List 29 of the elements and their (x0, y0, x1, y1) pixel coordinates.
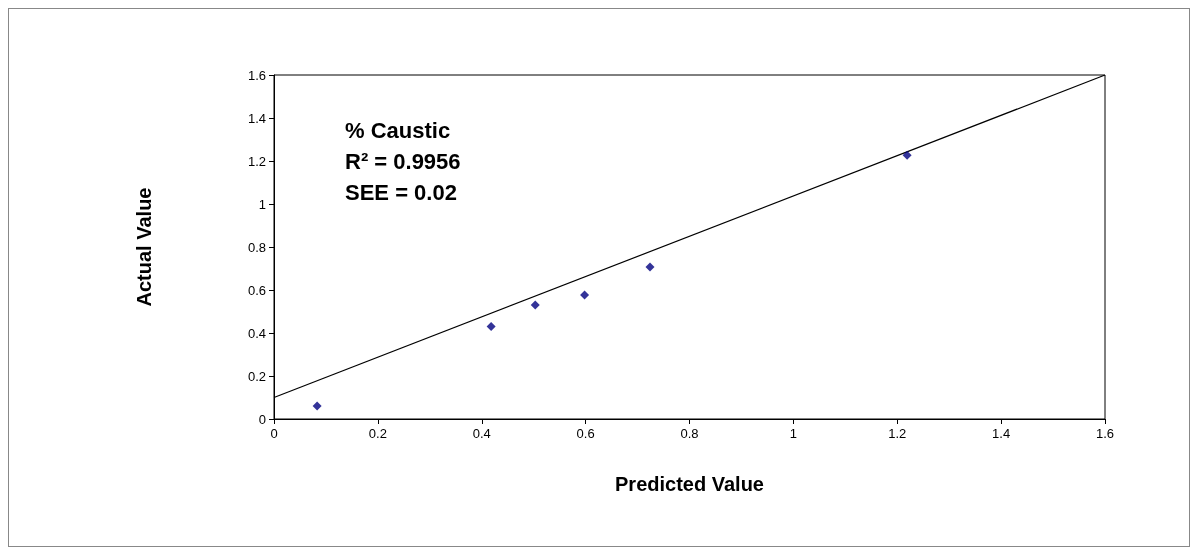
y-tick-label: 0.2 (247, 368, 266, 384)
point (902, 150, 912, 160)
x-tick-label: 1.4 (992, 426, 1011, 441)
annotation: % Caustic (345, 117, 451, 143)
point (580, 290, 590, 300)
point (530, 300, 540, 310)
x-axis-title: Predicted Value (615, 473, 764, 495)
point (645, 262, 655, 272)
y-axis-title: Actual Value (133, 187, 155, 307)
y-tick-label: 0.6 (247, 282, 266, 298)
y-tick-label: 1.2 (247, 153, 266, 169)
x-tick-label: 0.2 (368, 426, 387, 441)
point (312, 401, 322, 411)
annotation: SEE = 0.02 (345, 179, 457, 205)
y-tick-label: 0 (258, 411, 266, 427)
y-tick-label: 1.6 (247, 67, 266, 83)
annotation: R² = 0.9956 (345, 148, 461, 174)
x-tick-label: 1.6 (1095, 426, 1115, 441)
y-tick-label: 0.4 (247, 325, 266, 341)
x-tick-label: 0.4 (472, 426, 491, 441)
y-tick-label: 0.8 (247, 239, 266, 255)
x-tick-label: 0 (270, 426, 278, 441)
x-tick-label: 0.6 (576, 426, 595, 441)
x-tick-label: 0.8 (680, 426, 699, 441)
point (486, 322, 496, 332)
y-tick-label: 1 (258, 196, 266, 212)
y-tick-label: 1.4 (247, 110, 266, 126)
x-tick-label: 1.2 (888, 426, 907, 441)
x-tick-label: 1 (789, 426, 797, 441)
